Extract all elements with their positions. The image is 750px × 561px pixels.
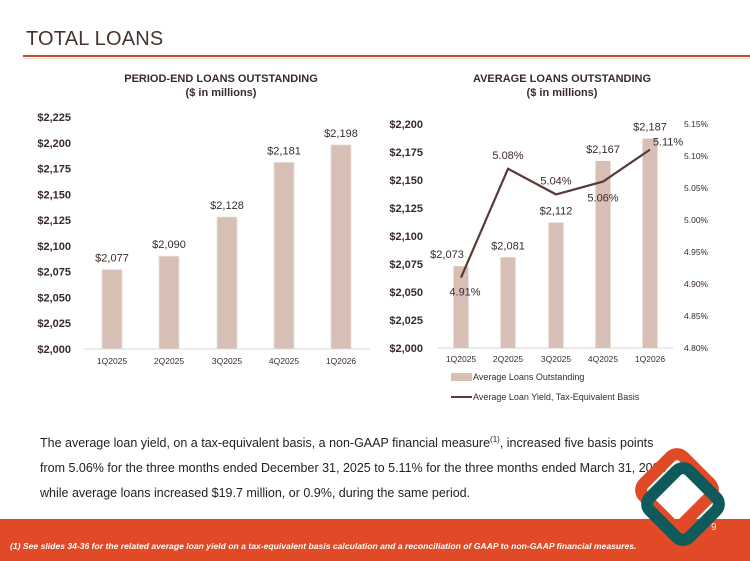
right-bar (642, 138, 658, 348)
right-bar-data-label: $2,081 (491, 240, 525, 252)
left-x-tick-label: 4Q2025 (269, 356, 300, 366)
yield-data-label: 4.91% (449, 287, 480, 299)
yield-data-label: 5.04% (540, 175, 571, 187)
left-bar (273, 161, 295, 350)
left-y-tick-label: $2,150 (37, 189, 71, 201)
right-y2-tick-label: 5.05% (684, 183, 709, 193)
right-y2-tick-label: 4.85% (684, 311, 709, 321)
right-y-tick-label: $2,075 (389, 259, 423, 271)
right-y2-tick-label: 5.15% (684, 119, 709, 129)
left-bar-data-label: $2,198 (324, 128, 358, 140)
left-y-tick-label: $2,200 (37, 138, 71, 150)
right-y-tick-label: $2,000 (389, 343, 423, 355)
right-y-tick-label: $2,125 (389, 203, 423, 215)
right-y-tick-label: $2,100 (389, 231, 423, 243)
left-bar-data-label: $2,077 (95, 253, 129, 265)
right-x-tick-label: 4Q2025 (588, 354, 619, 364)
left-x-tick-label: 1Q2026 (326, 356, 357, 366)
summary-text-part1: The average loan yield, on a tax-equival… (40, 436, 491, 451)
right-bar-data-label: $2,112 (540, 206, 573, 218)
right-bar (595, 160, 611, 348)
legend-label-bars: Average Loans Outstanding (473, 372, 584, 382)
yield-data-label: 5.08% (492, 150, 523, 162)
company-logo (635, 448, 725, 546)
left-y-tick-label: $2,050 (37, 292, 71, 304)
left-y-tick-label: $2,225 (37, 112, 71, 124)
left-y-tick-label: $2,175 (37, 164, 71, 176)
yield-data-label: 5.06% (587, 193, 618, 205)
left-bar-data-label: $2,090 (152, 239, 186, 251)
right-y2-tick-label: 5.10% (684, 151, 709, 161)
left-x-tick-label: 1Q2025 (97, 356, 128, 366)
right-bar-data-label: $2,167 (586, 144, 620, 156)
right-y-tick-label: $2,200 (389, 119, 423, 131)
left-x-tick-label: 2Q2025 (154, 356, 185, 366)
title-divider-shadow (23, 58, 750, 59)
left-bar (101, 269, 123, 350)
left-chart-title: PERIOD-END LOANS OUTSTANDING (124, 73, 318, 85)
page-title: TOTAL LOANS (26, 28, 164, 50)
footnote: (1) See slides 34-36 for the related ave… (10, 541, 637, 551)
page-number: 9 (711, 522, 717, 533)
right-bar-data-label: $2,073 (430, 249, 464, 261)
yield-data-label: 5.11% (653, 137, 684, 149)
summary-paragraph: The average loan yield, on a tax-equival… (40, 427, 680, 506)
right-chart-subtitle: ($ in millions) (527, 87, 598, 99)
right-x-tick-label: 1Q2025 (446, 354, 477, 364)
footnote-reference: (1) (490, 435, 500, 444)
legend-label-line: Average Loan Yield, Tax-Equivalent Basis (473, 392, 640, 402)
left-y-tick-label: $2,075 (37, 267, 71, 279)
left-x-tick-label: 3Q2025 (212, 356, 243, 366)
right-y-tick-label: $2,150 (389, 175, 423, 187)
right-bar (500, 257, 516, 348)
legend: Average Loans Outstanding Average Loan Y… (451, 372, 640, 402)
summary-text-part2: , increased five basis points from 5.06%… (40, 436, 671, 501)
right-y2-tick-label: 4.95% (684, 247, 709, 257)
right-x-tick-label: 2Q2025 (493, 354, 524, 364)
right-y2-tick-label: 5.00% (684, 215, 709, 225)
right-chart-title: AVERAGE LOANS OUTSTANDING (473, 73, 651, 85)
period-end-loans-chart: PERIOD-END LOANS OUTSTANDING ($ in milli… (37, 73, 370, 366)
left-bar (158, 255, 180, 350)
right-y-tick-label: $2,025 (389, 315, 423, 327)
average-loans-chart: AVERAGE LOANS OUTSTANDING ($ in millions… (389, 73, 708, 402)
right-bar-data-label: $2,187 (633, 122, 667, 134)
right-x-tick-label: 3Q2025 (541, 354, 572, 364)
legend-swatch-bars (451, 373, 472, 381)
right-bar (453, 266, 469, 348)
right-y-tick-label: $2,050 (389, 287, 423, 299)
right-y-tick-label: $2,175 (389, 147, 423, 159)
left-y-tick-label: $2,000 (37, 344, 71, 356)
right-x-tick-label: 1Q2026 (635, 354, 666, 364)
left-bar (330, 144, 352, 350)
left-y-tick-label: $2,025 (37, 318, 71, 330)
right-y2-tick-label: 4.90% (684, 279, 709, 289)
right-y2-tick-label: 4.80% (684, 343, 709, 353)
charts-canvas: PERIOD-END LOANS OUTSTANDING ($ in milli… (37, 73, 708, 402)
left-bar-data-label: $2,128 (210, 200, 244, 212)
left-chart-subtitle: ($ in millions) (186, 87, 257, 99)
footer-bar (0, 519, 750, 561)
left-bar-data-label: $2,181 (267, 145, 301, 157)
left-y-tick-label: $2,125 (37, 215, 71, 227)
title-divider (23, 55, 750, 57)
left-y-tick-label: $2,100 (37, 241, 71, 253)
right-bar (548, 222, 564, 348)
left-bar (216, 216, 238, 350)
